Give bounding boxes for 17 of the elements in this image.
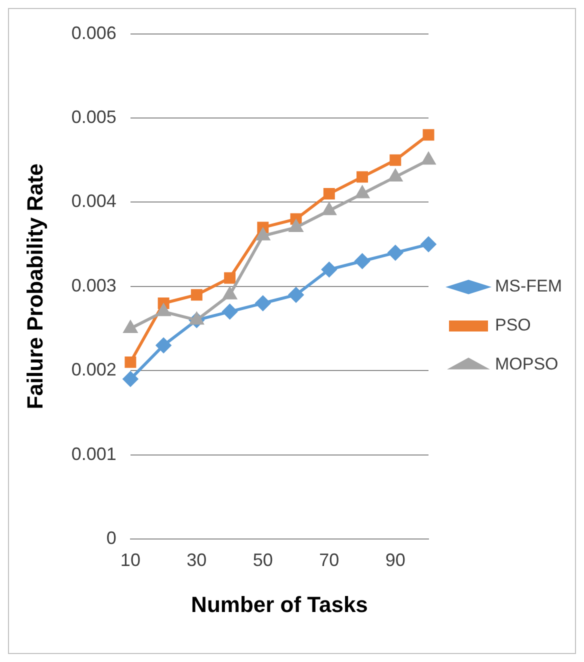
x-tick-label: 50 [252, 550, 273, 570]
y-tick-label: 0.005 [71, 106, 116, 127]
legend-label: PSO [495, 316, 531, 335]
x-tick-label: 70 [319, 550, 340, 570]
y-tick-label: 0 [106, 528, 116, 548]
legend-label: MOPSO [495, 354, 558, 374]
x-tick-label: 90 [385, 550, 406, 570]
legend-label: MS-FEM [495, 276, 562, 296]
y-tick-label: 0.004 [71, 191, 116, 212]
y-tick-label: 0.006 [71, 22, 116, 43]
x-axis-title: Number of Tasks [191, 592, 368, 617]
x-tick-label: 30 [186, 550, 207, 570]
y-axis-title: Failure Probability Rate [22, 164, 48, 410]
x-tick-label: 10 [120, 550, 140, 570]
y-tick-label: 0.002 [71, 360, 116, 380]
y-tick-label: 0.001 [71, 444, 116, 464]
y-tick-label: 0.003 [71, 275, 116, 296]
